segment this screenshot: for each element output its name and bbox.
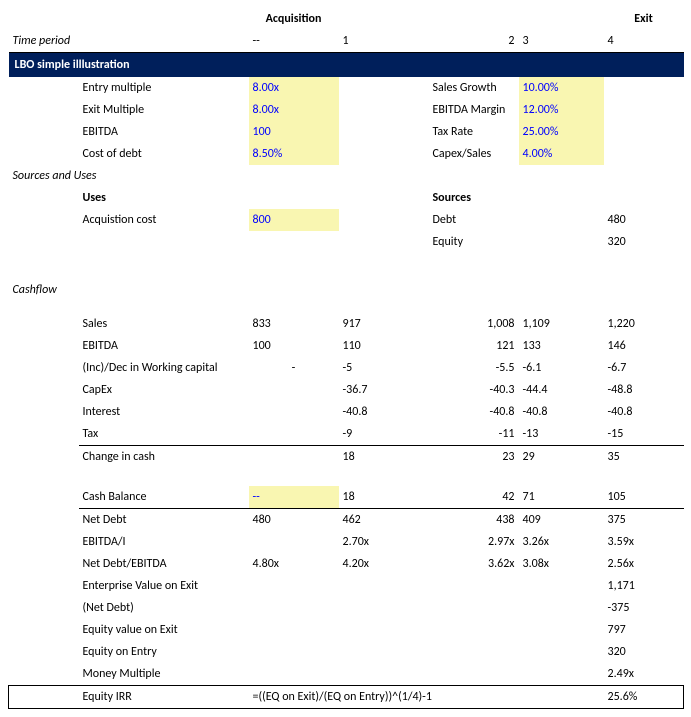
sources-uses-title: Sources and Uses — [9, 165, 684, 187]
assumption-cost-of-debt: Cost of debt 8.50% Capex/Sales 4.00% — [9, 143, 684, 165]
acq-cost-row: Acquistion cost 800 Debt 480 — [9, 209, 684, 231]
uses-sources-header: Uses Sources — [9, 187, 684, 209]
equity-value: 320 — [604, 231, 684, 253]
capex-sales-label: Capex/Sales — [429, 143, 519, 165]
exit-header: Exit — [604, 8, 684, 30]
eq-entry-row: Equity on Entry 320 — [9, 641, 684, 663]
banner-label: LBO simple illlustration — [9, 53, 684, 78]
entry-multiple-label: Entry multiple — [79, 77, 249, 99]
ebitda-row: EBITDA 100 110 121 133 146 — [9, 335, 684, 357]
cashflow-title: Cashflow — [9, 279, 684, 301]
sources-label: Sources — [429, 187, 519, 209]
net-debt-paren-row: (Net Debt) -375 — [9, 597, 684, 619]
cost-of-debt-value: 8.50% — [249, 143, 339, 165]
net-debt-row: Net Debt 480 462 438 409 375 — [9, 509, 684, 532]
time-period-label: Time period — [9, 30, 249, 53]
lbo-table: Acquisition Exit Time period -- 1 2 3 4 … — [8, 8, 684, 709]
cost-of-debt-label: Cost of debt — [79, 143, 249, 165]
exit-multiple-label: Exit Multiple — [79, 99, 249, 121]
ebitda-label: EBITDA — [79, 121, 249, 143]
capex-row: CapEx -36.7 -40.3 -44.4 -48.8 — [9, 379, 684, 401]
irr-label: Equity IRR — [79, 686, 249, 709]
wc-row: (Inc)/Dec in Working capital - -5 -5.5 -… — [9, 357, 684, 379]
ebitda-i-row: EBITDA/I 2.70x 2.97x 3.26x 3.59x — [9, 531, 684, 553]
tax-rate-value: 25.00% — [519, 121, 604, 143]
tax-row: Tax -9 -11 -13 -15 — [9, 423, 684, 446]
time-period-row: Time period -- 1 2 3 4 — [9, 30, 684, 53]
sales-growth-value: 10.00% — [519, 77, 604, 99]
assumption-exit-multiple: Exit Multiple 8.00x EBITDA Margin 12.00% — [9, 99, 684, 121]
ebitda-margin-value: 12.00% — [519, 99, 604, 121]
exit-multiple-value: 8.00x — [249, 99, 339, 121]
debt-value: 480 — [604, 209, 684, 231]
irr-formula: =((EQ on Exit)/(EQ on Entry))^(1/4)-1 — [249, 686, 604, 709]
tax-rate-label: Tax Rate — [429, 121, 519, 143]
assumption-entry-multiple: Entry multiple 8.00x Sales Growth 10.00% — [9, 77, 684, 99]
equity-label: Equity — [429, 231, 519, 253]
equity-row: Equity 320 — [9, 231, 684, 253]
eq-val-exit-row: Equity value on Exit 797 — [9, 619, 684, 641]
acq-cost-value: 800 — [249, 209, 339, 231]
header-row: Acquisition Exit — [9, 8, 684, 30]
debt-label: Debt — [429, 209, 519, 231]
cash-balance-row: Cash Balance -- 18 42 71 105 — [9, 486, 684, 509]
sales-growth-label: Sales Growth — [429, 77, 519, 99]
irr-value: 25.6% — [604, 686, 684, 709]
money-multiple-row: Money Multiple 2.49x — [9, 663, 684, 686]
acquisition-header: Acquisition — [249, 8, 339, 30]
capex-sales-value: 4.00% — [519, 143, 604, 165]
ebitda-margin-label: EBITDA Margin — [429, 99, 519, 121]
assumption-ebitda: EBITDA 100 Tax Rate 25.00% — [9, 121, 684, 143]
uses-label: Uses — [79, 187, 249, 209]
interest-row: Interest -40.8 -40.8 -40.8 -40.8 — [9, 401, 684, 423]
nd-ebitda-row: Net Debt/EBITDA 4.80x 4.20x 3.62x 3.08x … — [9, 553, 684, 575]
banner-row: LBO simple illlustration — [9, 53, 684, 78]
acq-cost-label: Acquistion cost — [79, 209, 249, 231]
change-cash-row: Change in cash 18 23 29 35 — [9, 446, 684, 469]
ebitda-value: 100 — [249, 121, 339, 143]
sales-row: Sales 833 917 1,008 1,109 1,220 — [9, 313, 684, 335]
entry-multiple-value: 8.00x — [249, 77, 339, 99]
irr-row: Equity IRR =((EQ on Exit)/(EQ on Entry))… — [9, 686, 684, 709]
ev-exit-row: Enterprise Value on Exit 1,171 — [9, 575, 684, 597]
